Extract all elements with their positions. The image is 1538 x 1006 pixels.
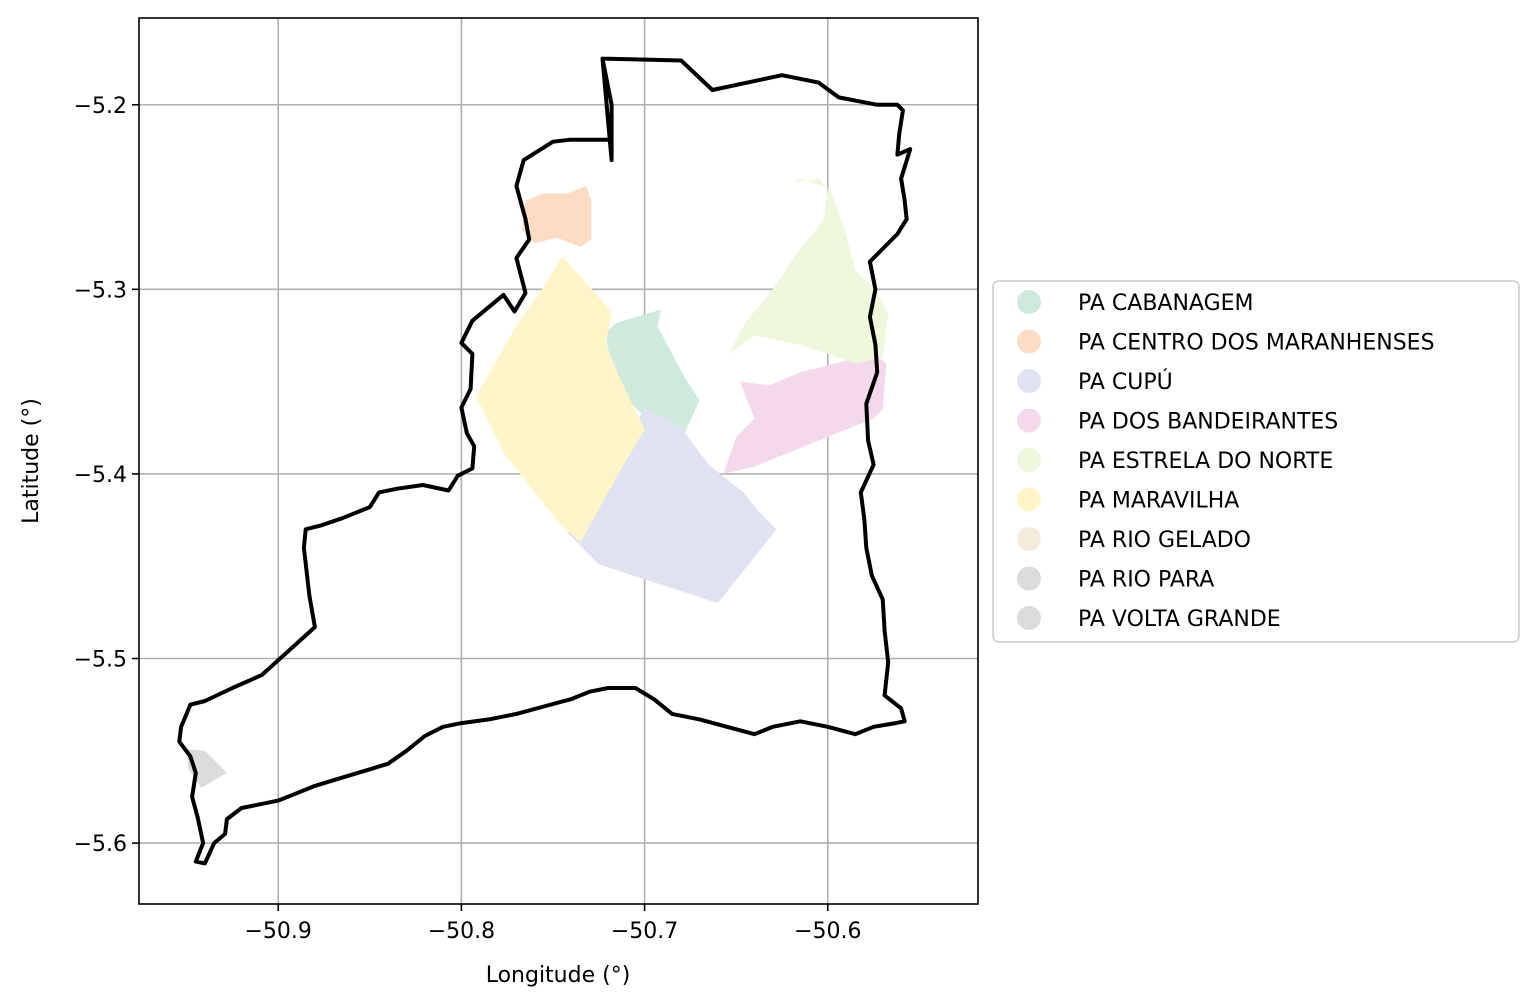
- legend-label: PA CENTRO DOS MARANHENSES: [1078, 331, 1435, 356]
- legend-label: PA RIO GELADO: [1078, 528, 1251, 553]
- area-pa-dos-bandeirantes: [723, 353, 887, 474]
- x-tick-label: −50.7: [611, 919, 678, 944]
- legend-marker: [1017, 487, 1041, 512]
- legend-marker: [1017, 448, 1041, 472]
- legend-label: PA RIO PARA: [1078, 568, 1214, 593]
- settlement-areas: [186, 178, 889, 788]
- legend-items: PA CABANAGEM PA CENTRO DOS MARANHENSES PA …: [1017, 290, 1435, 632]
- x-axis-title: Longitude (°): [486, 963, 631, 988]
- x-axis-ticks: −50.9 −50.8 −50.7 −50.6: [245, 904, 861, 944]
- legend-marker: [1017, 290, 1041, 314]
- legend-box: [992, 280, 1520, 643]
- legend-marker: [1017, 408, 1041, 433]
- x-tick-label: −50.6: [794, 919, 861, 944]
- y-axis-title: Latitude (°): [19, 398, 44, 524]
- legend-label: PA ESTRELA DO NORTE: [1078, 449, 1333, 474]
- legend-marker: [1017, 329, 1041, 354]
- y-tick-label: −5.5: [74, 648, 127, 673]
- x-tick-label: −50.9: [245, 919, 312, 944]
- plot-frame: [138, 17, 979, 905]
- legend-label: PA DOS BANDEIRANTES: [1078, 410, 1338, 435]
- area-pa-estrela-do-norte: [728, 178, 889, 364]
- legend: PA CABANAGEM PA CENTRO DOS MARANHENSES PA …: [992, 280, 1520, 643]
- y-axis-ticks: −5.2 −5.3 −5.4 −5.5 −5.6: [74, 94, 139, 857]
- area-pa-cabanagem: [604, 309, 700, 441]
- y-tick-label: −5.2: [74, 94, 127, 119]
- legend-marker: [1017, 527, 1041, 551]
- legend-label: PA CABANAGEM: [1078, 291, 1254, 316]
- x-tick-label: −50.8: [428, 919, 495, 944]
- legend-label: PA CUPÚ: [1078, 369, 1173, 395]
- legend-label: PA VOLTA GRANDE: [1078, 607, 1281, 632]
- legend-marker: [1017, 369, 1041, 393]
- legend-marker: [1017, 566, 1041, 591]
- y-tick-label: −5.3: [74, 278, 127, 303]
- municipality-boundary: [177, 56, 913, 866]
- area-pa-centro-dos-maranhenses: [521, 186, 592, 247]
- area-pa-maravilha: [476, 256, 645, 543]
- y-tick-label: −5.4: [74, 463, 127, 488]
- area-pa-cupu: [567, 407, 777, 604]
- legend-marker: [1017, 606, 1041, 630]
- legend-label: PA MARAVILHA: [1078, 489, 1239, 514]
- y-tick-label: −5.6: [74, 832, 127, 857]
